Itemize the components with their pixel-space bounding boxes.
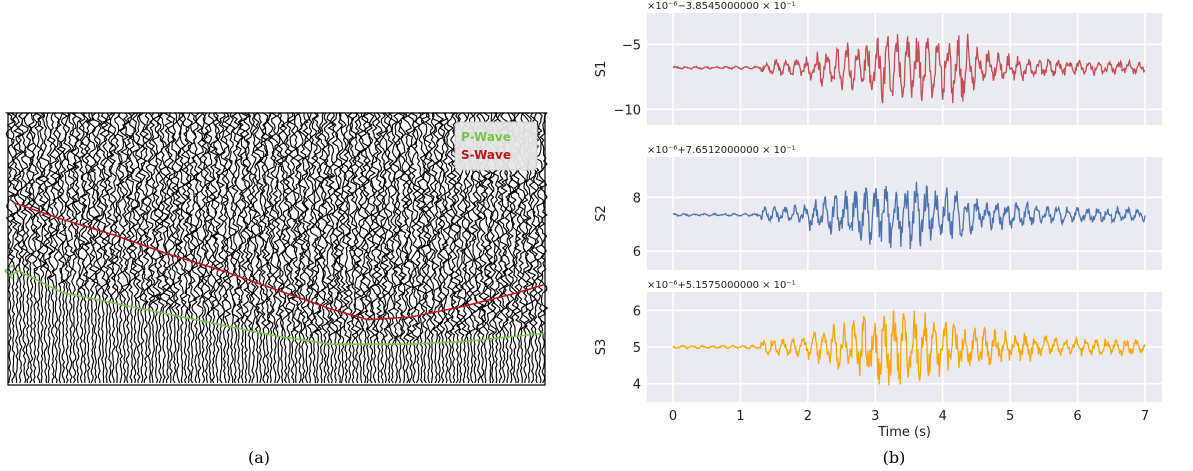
axis-offset-label: ×10⁻⁶+5.1575000000 × 10⁻¹	[647, 280, 796, 291]
y-tick-label: 6	[633, 304, 641, 319]
station-panel-2: 6 8 S2 ×10⁻⁶+7.6512000000 × 10⁻¹	[594, 145, 1162, 270]
x-tick-label: 4	[939, 409, 947, 424]
seismic-gather-chart: P-Wave S-Wave	[3, 112, 549, 386]
y-tick-label: −10	[614, 103, 641, 118]
waveform-line-s3	[672, 310, 1146, 386]
y-tick-label: −5	[622, 38, 641, 53]
caption-a: (a)	[247, 448, 271, 467]
y-axis-label: S1	[594, 61, 609, 78]
station-traces-chart: −5 −10 S1 ×10⁻⁶−3.8545000000 × 10⁻¹ 6 8 S2 ×10⁻…	[594, 1, 1162, 440]
legend-p-wave: P-Wave	[461, 130, 511, 144]
x-tick-label: 3	[871, 409, 879, 424]
seismic-traces	[4, 112, 549, 384]
p-wave-pick-line	[7, 269, 546, 345]
panel-background	[647, 157, 1162, 270]
x-axis-label: Time (s)	[877, 425, 931, 440]
y-tick-label: 8	[633, 191, 641, 206]
x-tick-label: 2	[804, 409, 812, 424]
station-panel-1: −5 −10 S1 ×10⁻⁶−3.8545000000 × 10⁻¹	[594, 1, 1162, 125]
waveform-line-s2	[672, 181, 1146, 250]
y-tick-label: 4	[633, 378, 641, 393]
x-tick-label: 7	[1141, 409, 1149, 424]
x-tick-label: 6	[1073, 409, 1081, 424]
x-tick-label: 5	[1006, 409, 1014, 424]
waveform-line-s1	[672, 33, 1146, 104]
x-tick-label: 0	[669, 409, 677, 424]
x-tick-label: 1	[736, 409, 744, 424]
station-panel-3: 4 5 6 S3 ×10⁻⁶+5.1575000000 × 10⁻¹	[594, 280, 1162, 402]
axis-offset-label: ×10⁻⁶−3.8545000000 × 10⁻¹	[647, 1, 796, 12]
y-tick-label: 6	[633, 245, 641, 260]
seismic-legend: P-Wave S-Wave	[454, 121, 538, 171]
y-axis-label: S2	[594, 205, 609, 222]
trace-wiggles	[4, 112, 549, 384]
seismic-frame	[7, 112, 546, 386]
caption-b: (b)	[882, 448, 906, 467]
axis-offset-label: ×10⁻⁶+7.6512000000 × 10⁻¹	[647, 145, 796, 156]
wave-picks	[3, 202, 546, 345]
p-wave-pick-marker	[3, 264, 14, 280]
y-axis-label: S3	[594, 339, 609, 356]
legend-s-wave: S-Wave	[461, 148, 511, 162]
s-wave-pick-line	[13, 202, 546, 321]
y-tick-label: 5	[633, 341, 641, 356]
